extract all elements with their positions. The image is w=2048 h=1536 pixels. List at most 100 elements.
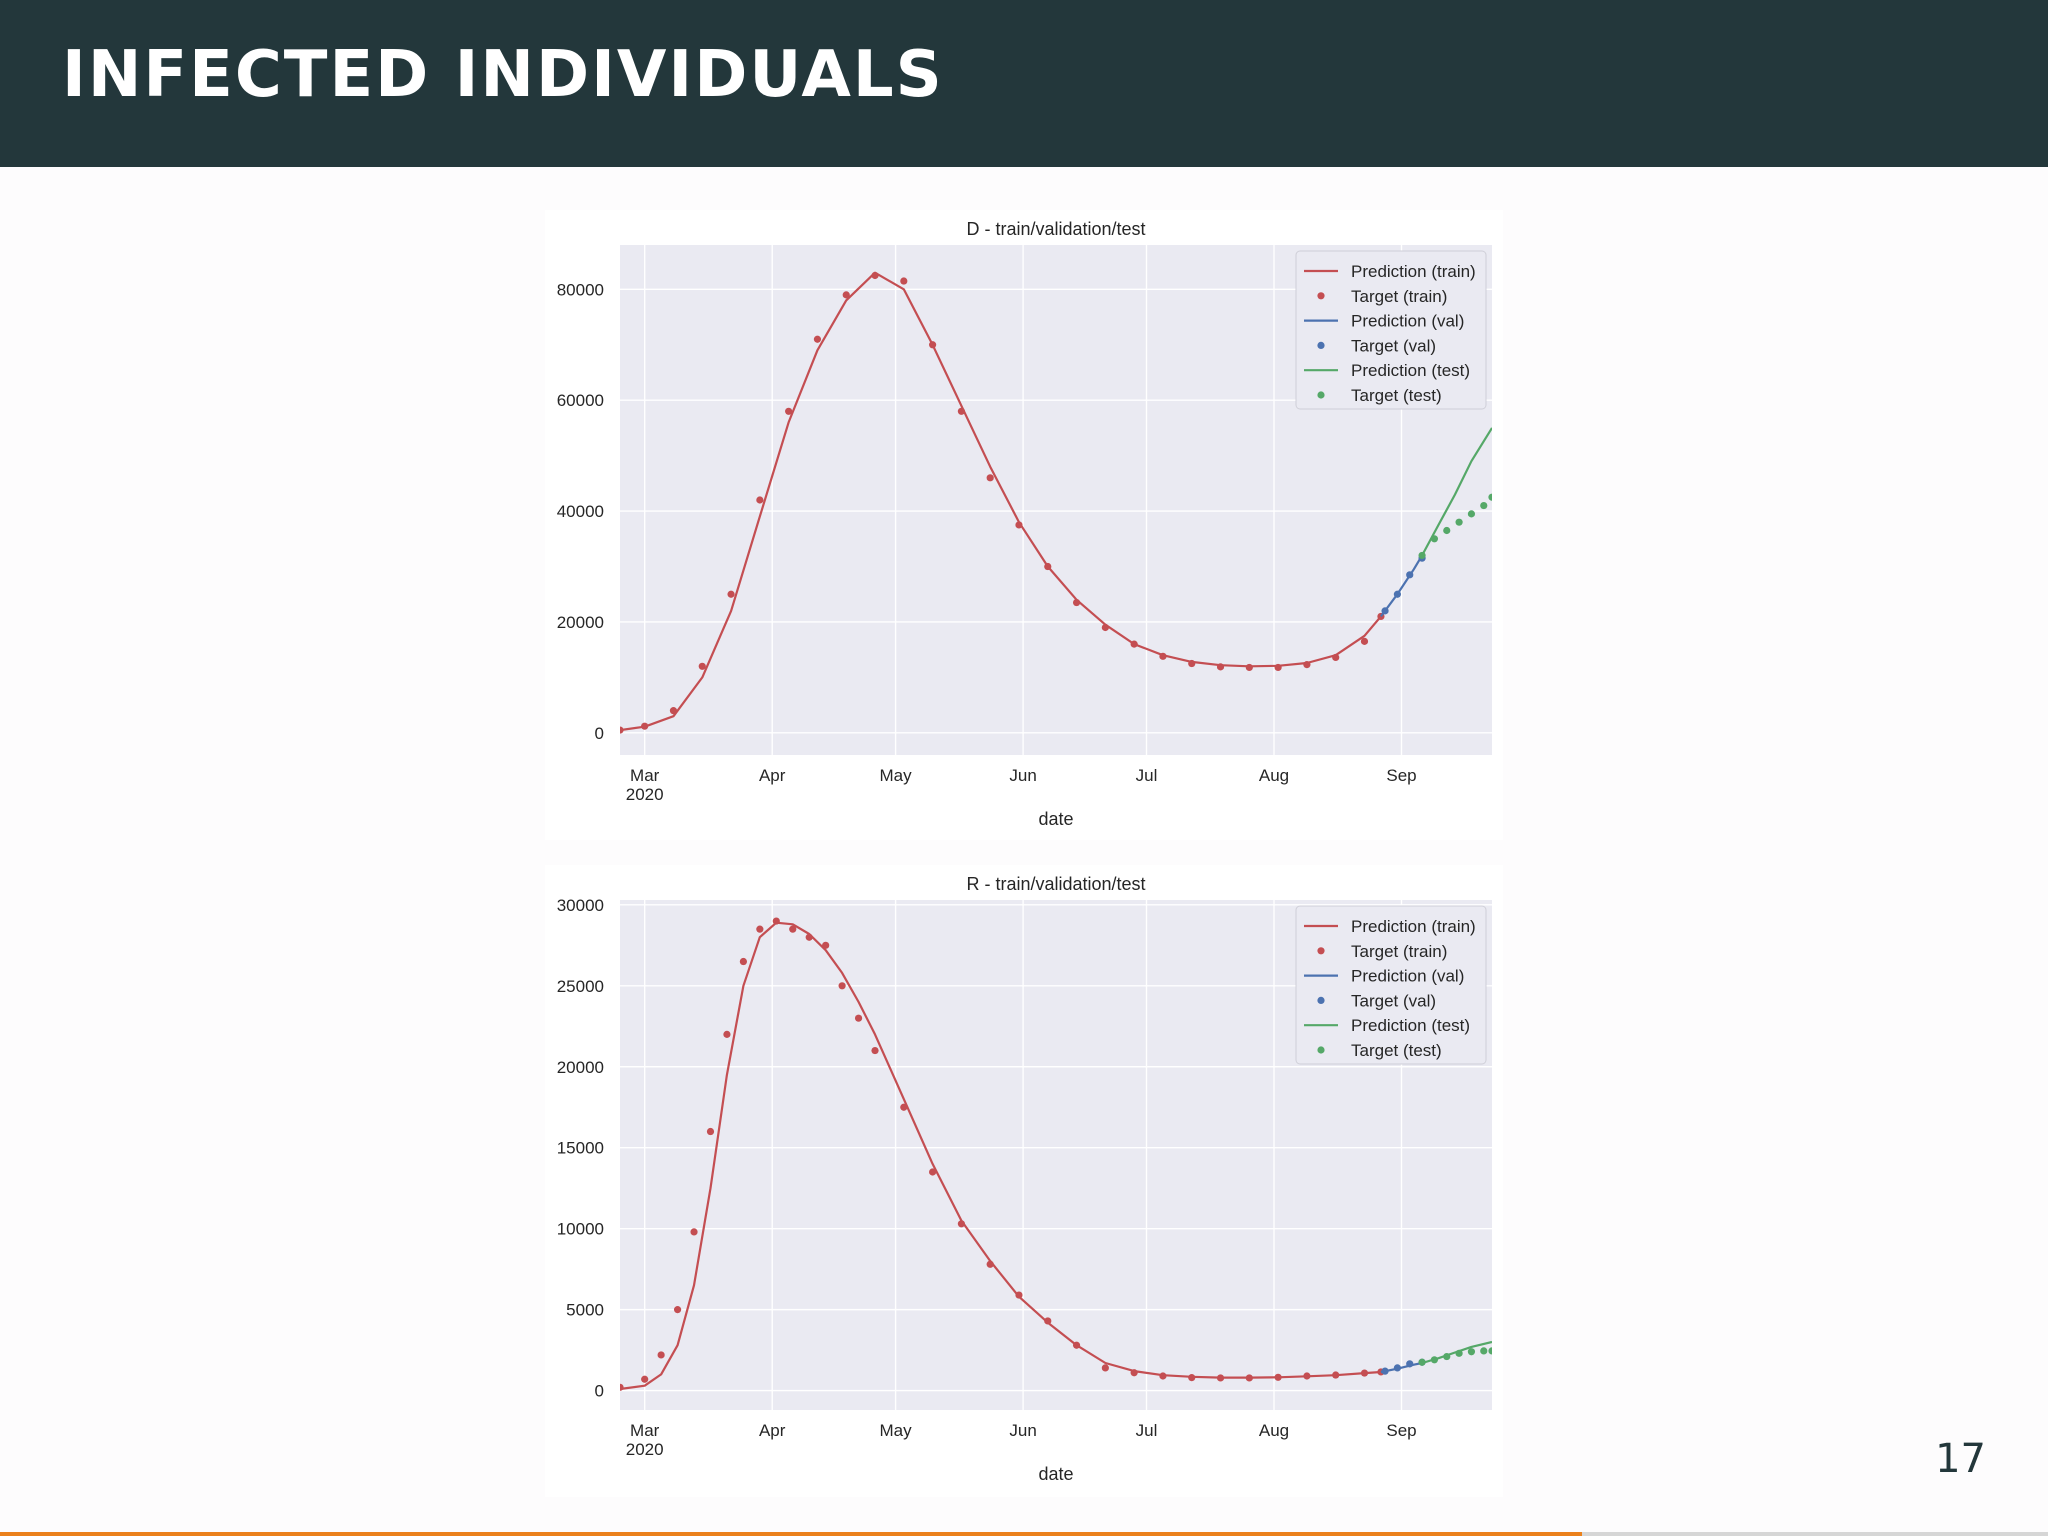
data-point-val xyxy=(1406,571,1414,579)
data-point-test xyxy=(1443,1352,1451,1361)
data-point-train xyxy=(620,1383,624,1391)
data-point-train xyxy=(1130,640,1138,648)
data-point-train xyxy=(756,496,764,504)
x-tick-label: Jun xyxy=(1009,1421,1036,1440)
data-point-val xyxy=(1406,1360,1414,1368)
data-point-train xyxy=(1044,562,1052,571)
data-point-train xyxy=(739,957,747,966)
x-tick-label: Mar xyxy=(630,1421,660,1440)
legend-label: Prediction (train) xyxy=(1351,262,1476,281)
x-tick-year-label: 2020 xyxy=(626,1440,664,1459)
series-group xyxy=(620,271,1492,734)
data-point-train xyxy=(1130,1369,1138,1377)
data-point-train xyxy=(813,335,822,343)
footer-progress-bar xyxy=(0,1532,1582,1536)
x-tick-year-label: 2020 xyxy=(626,785,664,804)
data-point-train xyxy=(1216,1374,1225,1382)
series-group xyxy=(620,917,1492,1391)
data-point-train xyxy=(641,722,649,730)
data-point-train xyxy=(1332,1371,1340,1379)
data-point-val xyxy=(1393,1364,1401,1372)
data-point-train xyxy=(1188,1374,1196,1382)
y-tick-label: 40000 xyxy=(557,502,604,521)
data-point-train xyxy=(669,707,678,715)
y-tick-label: 0 xyxy=(595,724,604,743)
data-point-test xyxy=(1480,501,1488,510)
data-point-train xyxy=(673,1306,682,1314)
y-tick-label: 15000 xyxy=(557,1139,604,1158)
data-point-test xyxy=(1488,1347,1492,1355)
x-tick-label: Jul xyxy=(1136,1421,1158,1440)
footer-progress-track xyxy=(1582,1532,2048,1536)
data-point-train xyxy=(1274,1373,1282,1381)
legend-label: Prediction (test) xyxy=(1351,1016,1470,1035)
data-point-test xyxy=(1418,551,1426,560)
y-tick-label: 25000 xyxy=(557,977,604,996)
x-tick-label: May xyxy=(880,766,913,785)
legend-swatch-point xyxy=(1317,341,1325,349)
x-tick-label: Mar xyxy=(630,766,660,785)
x-axis-label: date xyxy=(1038,1464,1073,1484)
data-point-train xyxy=(657,1351,665,1359)
series-line-train xyxy=(620,921,1381,1391)
y-tick-label: 80000 xyxy=(557,280,604,299)
data-point-train xyxy=(706,1127,715,1136)
data-point-train xyxy=(871,271,879,280)
data-point-train xyxy=(1015,1291,1023,1299)
data-point-train xyxy=(1188,659,1196,668)
x-tick-label: Sep xyxy=(1386,766,1416,785)
data-point-train xyxy=(756,925,764,933)
legend-label: Target (val) xyxy=(1351,991,1436,1010)
data-point-test xyxy=(1455,518,1463,526)
data-point-train xyxy=(772,917,780,925)
legend-label: Prediction (val) xyxy=(1351,312,1464,331)
data-point-train xyxy=(822,941,830,949)
data-point-test xyxy=(1455,1349,1463,1357)
data-point-train xyxy=(929,1168,937,1176)
chart-title: D - train/validation/test xyxy=(966,219,1145,239)
data-point-train xyxy=(1159,652,1167,660)
chart-panel-r: Mar 2020 Apr May Jun Jul Aug Sep 0 5000 10000 15000… xyxy=(545,865,1503,1497)
data-point-train xyxy=(854,1014,863,1022)
data-point-train xyxy=(1360,637,1369,645)
data-point-train xyxy=(900,277,908,285)
legend-label: Target (train) xyxy=(1351,942,1447,961)
data-point-train xyxy=(1245,1374,1253,1382)
page-number: 17 xyxy=(1935,1436,1986,1482)
slide-header: INFECTED INDIVIDUALS xyxy=(0,0,2048,167)
data-point-train xyxy=(727,590,735,598)
y-tick-label: 0 xyxy=(595,1382,604,1401)
legend-swatch-point xyxy=(1317,391,1325,399)
x-tick-label: Jun xyxy=(1009,766,1036,785)
legend-label: Prediction (val) xyxy=(1351,967,1464,986)
y-tick-label: 60000 xyxy=(557,391,604,410)
data-point-train xyxy=(1044,1317,1052,1325)
data-point-train xyxy=(871,1046,879,1055)
data-point-train xyxy=(1072,1341,1081,1349)
data-point-train xyxy=(785,407,793,415)
data-point-val xyxy=(1381,607,1389,615)
series-line-test xyxy=(1421,427,1492,556)
legend-swatch-point xyxy=(1317,947,1325,955)
data-point-train xyxy=(1303,1372,1311,1380)
legend-swatch-point xyxy=(1317,292,1325,300)
chart-title: R - train/validation/test xyxy=(966,874,1145,894)
chart-panel-d: Mar 2020 Apr May Jun Jul Aug Sep 0 20000 40000 6000… xyxy=(545,210,1503,840)
series-line-val xyxy=(1380,1361,1423,1374)
data-point-train xyxy=(1101,1364,1109,1372)
data-point-train xyxy=(1216,663,1225,671)
series-line-train xyxy=(620,271,1382,732)
data-point-train xyxy=(986,474,994,482)
data-point-test xyxy=(1467,1348,1476,1356)
data-point-train xyxy=(1303,661,1311,669)
legend-swatch-point xyxy=(1317,996,1325,1004)
y-tick-label: 10000 xyxy=(557,1220,604,1239)
y-tick-label: 20000 xyxy=(557,1058,604,1077)
data-point-train xyxy=(842,291,850,299)
data-point-train xyxy=(1274,663,1282,672)
data-point-train xyxy=(957,1220,965,1228)
data-point-train xyxy=(641,1375,649,1383)
data-point-train xyxy=(986,1260,994,1268)
data-point-train xyxy=(698,662,706,670)
data-point-test xyxy=(1430,535,1439,543)
